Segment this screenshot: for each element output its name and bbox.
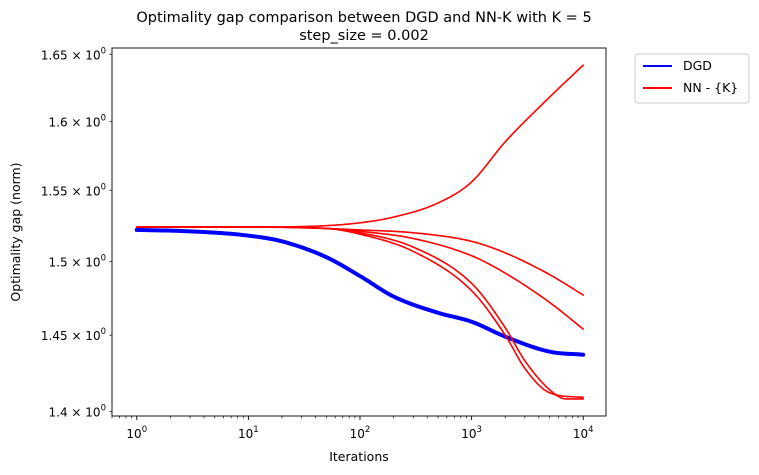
y-tick-label-0: 1.4 × 100: [49, 403, 106, 419]
y-tick-label-4: 1.6 × 100: [49, 113, 106, 129]
x-axis-label: Iterations: [329, 449, 389, 464]
y-axis-label: Optimality gap (norm): [8, 162, 23, 301]
legend: DGD NN - {K}: [634, 53, 750, 104]
x-tick-label-0: 100: [126, 425, 147, 441]
series-line-2: [135, 226, 585, 296]
series-line-1: [135, 64, 585, 228]
x-tick-label-1: 101: [238, 425, 259, 441]
y-tick-label-1: 1.45 × 100: [41, 327, 106, 343]
x-tick-label-4: 104: [573, 425, 594, 441]
legend-label-dgd: DGD: [683, 58, 712, 73]
y-tick-label-5: 1.65 × 100: [41, 47, 106, 63]
series-line-0: [134, 227, 586, 357]
y-tick-label-2: 1.5 × 100: [49, 254, 106, 270]
series-layer: [134, 64, 586, 400]
series-line-5: [135, 226, 585, 399]
plot-frame: [111, 47, 607, 417]
series-line-4: [135, 226, 585, 400]
ticks-layer: 100 101 102 103 104 1.4 × 100 1.45 × 100 1.5 × …: [41, 47, 594, 441]
y-tick-label-3: 1.55 × 100: [41, 182, 106, 198]
chart-subtitle: step_size = 0.002: [299, 28, 429, 44]
legend-label-nn-k: NN - {K}: [683, 80, 738, 95]
x-tick-label-3: 103: [461, 425, 482, 441]
chart-title: Optimality gap comparison between DGD an…: [136, 10, 591, 26]
x-tick-label-2: 102: [350, 425, 371, 441]
